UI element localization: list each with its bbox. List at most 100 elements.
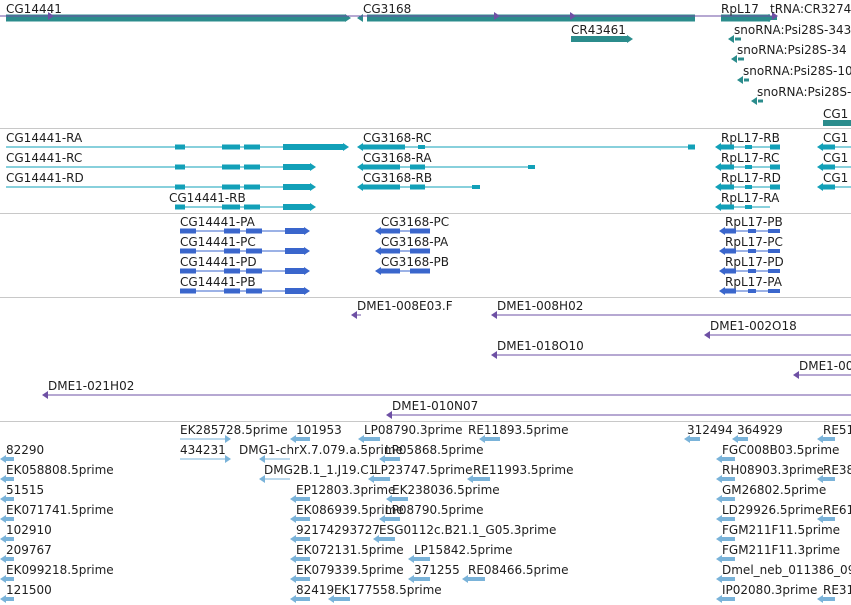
ests-feature-glyph[interactable] [379,515,400,523]
transcripts-feature-glyph[interactable] [715,203,770,211]
genes-feature-label[interactable]: tRNA:CR3274 [770,2,851,16]
ests-feature-label[interactable]: EK072131.5prime [296,543,404,557]
proteins-feature-label[interactable]: CG3168-PA [381,235,449,249]
ests-feature-glyph[interactable] [716,515,735,523]
transcripts-feature-label[interactable]: RpL17-RD [721,171,781,185]
genes-feature-glyph[interactable] [751,97,763,105]
ests-feature-label[interactable]: EK071741.5prime [6,503,114,517]
ests-feature-glyph[interactable] [290,535,310,543]
ests-feature-label[interactable]: LP15842.5prime [414,543,513,557]
ests-feature-label[interactable]: LP08790.5prime [385,503,484,517]
ests-feature-glyph[interactable] [716,495,735,503]
proteins-feature-label[interactable]: CG3168-PC [381,215,450,229]
genes-feature-glyph[interactable] [823,120,851,126]
genes-feature-label[interactable]: snoRNA:Psi28S-343 [734,23,851,37]
proteins-feature-glyph[interactable] [719,267,780,275]
clones-feature-label[interactable]: DME1-010N07 [392,399,479,413]
ests-feature-label[interactable]: LD29926.5prime [722,503,823,517]
proteins-feature-label[interactable]: CG3168-PB [381,255,450,269]
proteins-feature-label[interactable]: RpL17-PC [725,235,783,249]
proteins-feature-label[interactable]: RpL17-PB [725,215,783,229]
ests-feature-glyph[interactable] [817,435,835,443]
ests-feature-label[interactable]: LP08790.3prime [364,423,463,437]
ests-feature-label[interactable]: LP05868.5prime [385,443,484,457]
transcripts-feature-glyph[interactable] [715,143,780,151]
ests-feature-label[interactable]: FGM211F11.5prime [722,523,841,537]
ests-feature-label[interactable]: ESG0112c.B21.1_G05.3prime [379,523,557,537]
transcripts-feature-glyph[interactable] [357,163,535,171]
ests-feature-label[interactable]: FGM211F11.3prime [722,543,841,557]
clones-feature-label[interactable]: DME1-021H02 [48,379,135,393]
ests-feature-glyph[interactable] [817,595,835,603]
transcripts-feature-label[interactable]: RpL17-RC [721,151,780,165]
proteins-feature-label[interactable]: CG14441-PC [180,235,256,249]
ests-feature-glyph[interactable] [479,435,500,443]
transcripts-feature-glyph[interactable] [6,143,349,151]
ests-feature-label[interactable]: 82290 [6,443,45,457]
ests-feature-glyph[interactable] [368,475,390,483]
genes-feature-label[interactable]: snoRNA:Psi28S-34 [737,43,847,57]
ests-feature-label[interactable]: 101953 [296,423,342,437]
genes-feature-glyph[interactable] [737,76,749,84]
ests-feature-label[interactable]: EK086939.5prime [296,503,404,517]
ests-feature-label[interactable]: DMG2B.1_1.J19.C1 [264,463,377,477]
ests-feature-glyph[interactable] [716,475,735,483]
ests-feature-glyph[interactable] [379,455,400,463]
ests-feature-glyph[interactable] [0,515,14,523]
ests-feature-glyph[interactable] [0,555,14,563]
genes-feature-label[interactable]: RpL17 [721,2,759,16]
ests-feature-label[interactable]: 364929 [737,423,783,437]
proteins-feature-glyph[interactable] [375,227,430,235]
proteins-feature-glyph[interactable] [375,267,430,275]
ests-feature-glyph[interactable] [462,575,485,583]
ests-feature-glyph[interactable] [290,495,310,503]
ests-feature-label[interactable]: 121500 [6,583,52,597]
genes-feature-label[interactable]: CG1 [823,107,849,121]
transcripts-feature-label[interactable]: CG14441-RC [6,151,83,165]
genes-feature-glyph[interactable] [728,35,741,43]
ests-feature-label[interactable]: RE51 [823,423,851,437]
ests-feature-glyph[interactable] [386,495,408,503]
ests-feature-label[interactable]: Dmel_neb_011386_09 [722,563,851,577]
ests-feature-glyph[interactable] [408,575,430,583]
ests-feature-label[interactable]: RE08466.5prime [468,563,569,577]
transcripts-feature-label[interactable]: CG1 [823,131,849,145]
ests-feature-glyph[interactable] [716,455,735,463]
proteins-feature-glyph[interactable] [180,227,310,235]
ests-feature-label[interactable]: RE61 [823,503,851,517]
transcripts-feature-glyph[interactable] [175,203,316,211]
proteins-feature-label[interactable]: CG14441-PB [180,275,256,289]
ests-feature-glyph[interactable] [180,435,231,443]
ests-feature-label[interactable]: 312494 [687,423,733,437]
ests-feature-glyph[interactable] [817,475,835,483]
ests-feature-label[interactable]: EK285728.5prime [180,423,288,437]
transcripts-feature-label[interactable]: CG3168-RB [363,171,433,185]
ests-feature-label[interactable]: 102910 [6,523,52,537]
genes-feature-label[interactable]: CG3168 [363,2,412,16]
clones-feature-glyph[interactable] [386,411,851,419]
genes-feature-label[interactable]: snoRNA:Psi28S- [757,85,851,99]
genes-feature-label[interactable]: snoRNA:Psi28S-10 [743,64,851,78]
proteins-feature-glyph[interactable] [180,287,310,295]
transcripts-feature-glyph[interactable] [817,163,851,171]
ests-feature-glyph[interactable] [732,435,748,443]
ests-feature-label[interactable]: RE31 [823,583,851,597]
ests-feature-label[interactable]: 92174293727 [296,523,380,537]
proteins-feature-label[interactable]: RpL17-PD [725,255,784,269]
ests-feature-label[interactable]: 82419 [296,583,335,597]
transcripts-feature-glyph[interactable] [357,183,480,191]
clones-feature-glyph[interactable] [42,391,851,399]
proteins-feature-label[interactable]: RpL17-PA [725,275,782,289]
transcripts-feature-glyph[interactable] [817,143,851,151]
ests-feature-label[interactable]: 434231 [180,443,226,457]
ests-feature-glyph[interactable] [358,435,380,443]
ests-feature-label[interactable]: EK079339.5prime [296,563,404,577]
ests-feature-glyph[interactable] [0,495,14,503]
ests-feature-glyph[interactable] [716,535,735,543]
proteins-feature-glyph[interactable] [719,227,780,235]
ests-feature-glyph[interactable] [290,515,310,523]
ests-feature-glyph[interactable] [467,475,490,483]
transcripts-feature-label[interactable]: CG1 [823,171,849,185]
clones-feature-glyph[interactable] [491,311,851,319]
ests-feature-label[interactable]: LP23747.5prime [374,463,473,477]
